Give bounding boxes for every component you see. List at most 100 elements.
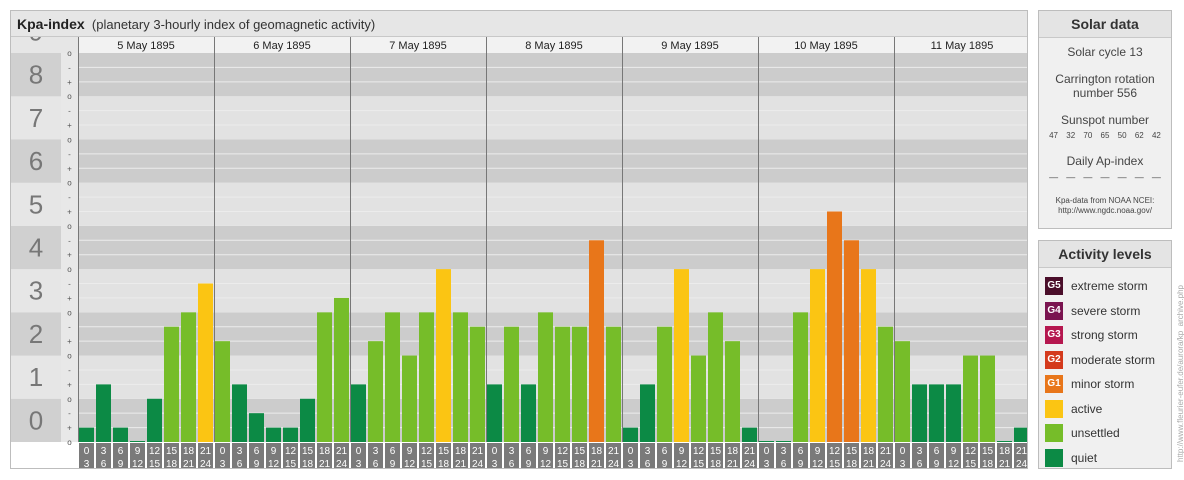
interval-end-label: 9 — [118, 459, 124, 468]
interval-cell — [402, 443, 417, 468]
interval-end-label: 24 — [200, 459, 212, 468]
interval-end-label: 24 — [1016, 459, 1027, 468]
interval-start-label: 12 — [285, 446, 297, 457]
interval-start-label: 0 — [220, 446, 226, 457]
kp-bar — [232, 384, 247, 442]
interval-cell — [708, 443, 723, 468]
ap-value: — — [1083, 172, 1093, 182]
interval-end-label: 6 — [101, 459, 107, 468]
interval-start-label: 12 — [965, 446, 977, 457]
y-third-label: - — [68, 63, 71, 72]
interval-end-label: 21 — [591, 459, 603, 468]
interval-cell — [164, 443, 179, 468]
kp-bar — [334, 297, 349, 442]
header-corner — [11, 37, 78, 53]
interval-start-label: 6 — [934, 446, 940, 457]
legend-label: strong storm — [1071, 328, 1138, 343]
interval-end-label: 3 — [628, 459, 634, 468]
sunspot-label: Sunspot number — [1060, 113, 1150, 127]
interval-start-label: 9 — [135, 446, 141, 457]
y-third-label: o — [67, 352, 72, 361]
y-third-label: - — [68, 280, 71, 289]
interval-start-label: 21 — [744, 446, 756, 457]
kp-band — [11, 139, 1027, 183]
y-axis-band — [11, 269, 61, 313]
interval-cell — [776, 443, 791, 468]
y-third-label: o — [67, 265, 72, 274]
interval-cell — [640, 443, 655, 468]
kp-bar — [130, 441, 145, 442]
sunspot-value: 47 — [1049, 131, 1059, 140]
interval-start-label: 18 — [727, 446, 739, 457]
interval-cell — [606, 443, 621, 468]
y-third-label: o — [67, 308, 72, 317]
sunspot-value: 62 — [1134, 131, 1144, 140]
interval-start-label: 0 — [492, 446, 498, 457]
interval-cell — [147, 443, 162, 468]
data-source-link[interactable]: http://www.ngdc.noaa.gov/ — [1058, 206, 1152, 215]
y-third-label: - — [68, 236, 71, 245]
kp-bar — [436, 269, 451, 442]
interval-start-label: 6 — [118, 446, 124, 457]
interval-start-label: 9 — [543, 446, 549, 457]
legend-item-moderate-storm: G2 moderate storm — [1039, 348, 1171, 373]
y-third-label: o — [67, 92, 72, 101]
y-third-label: o — [67, 395, 72, 404]
interval-start-label: 6 — [798, 446, 804, 457]
interval-end-label: 18 — [846, 459, 858, 468]
interval-end-label: 18 — [438, 459, 450, 468]
interval-end-label: 15 — [693, 459, 705, 468]
interval-end-label: 18 — [710, 459, 722, 468]
interval-start-label: 21 — [1016, 446, 1027, 457]
interval-end-label: 3 — [900, 459, 906, 468]
interval-start-label: 15 — [710, 446, 722, 457]
y-third-label: + — [67, 294, 72, 303]
interval-start-label: 9 — [815, 446, 821, 457]
y-tick-label: 7 — [29, 103, 43, 133]
interval-end-label: 18 — [166, 459, 178, 468]
interval-start-label: 15 — [846, 446, 858, 457]
kp-bar — [470, 326, 485, 442]
interval-end-label: 6 — [781, 459, 787, 468]
kp-band — [11, 53, 1027, 97]
interval-end-label: 24 — [608, 459, 620, 468]
interval-cell — [521, 443, 536, 468]
kp-bar — [640, 384, 655, 442]
ap-value: — — [1117, 172, 1127, 182]
interval-cell — [470, 443, 485, 468]
kp-bar — [266, 427, 281, 442]
ap-index-label: Daily Ap-index — [1066, 154, 1144, 168]
chart-title: Kpa-index — [17, 16, 85, 32]
kp-bar — [657, 326, 672, 442]
solar-data-panel: Solar data Solar cycle 13 Carrington rot… — [1038, 10, 1172, 229]
day-label: 11 May 1895 — [931, 40, 994, 52]
ap-value: — — [1151, 172, 1161, 182]
interval-end-label: 21 — [455, 459, 467, 468]
kp-bar — [861, 269, 876, 442]
interval-end-label: 15 — [965, 459, 977, 468]
interval-start-label: 18 — [319, 446, 331, 457]
day-header-row — [78, 37, 1027, 53]
kp-bar — [147, 398, 162, 442]
interval-cell — [572, 443, 587, 468]
interval-start-label: 6 — [390, 446, 396, 457]
interval-cell — [436, 443, 451, 468]
interval-cell — [946, 443, 961, 468]
legend-label: moderate storm — [1071, 352, 1156, 367]
interval-start-label: 18 — [863, 446, 875, 457]
interval-end-label: 15 — [557, 459, 569, 468]
ap-value: — — [1100, 172, 1110, 182]
interval-start-label: 15 — [302, 446, 314, 457]
kp-bar — [538, 312, 553, 442]
interval-end-label: 21 — [183, 459, 195, 468]
interval-start-label: 3 — [917, 446, 923, 457]
legend-swatch: G5 — [1045, 277, 1063, 296]
interval-end-label: 9 — [390, 459, 396, 468]
interval-cell — [657, 443, 672, 468]
interval-end-label: 3 — [84, 459, 90, 468]
kpa-chart-panel: 5 May 1895 6 May 1895 7 May 1895 8 May 1895… — [10, 10, 1028, 469]
kp-bar — [79, 427, 94, 442]
kp-bar — [742, 427, 757, 442]
legend-swatch — [1045, 448, 1063, 467]
ap-value: — — [1134, 172, 1144, 182]
